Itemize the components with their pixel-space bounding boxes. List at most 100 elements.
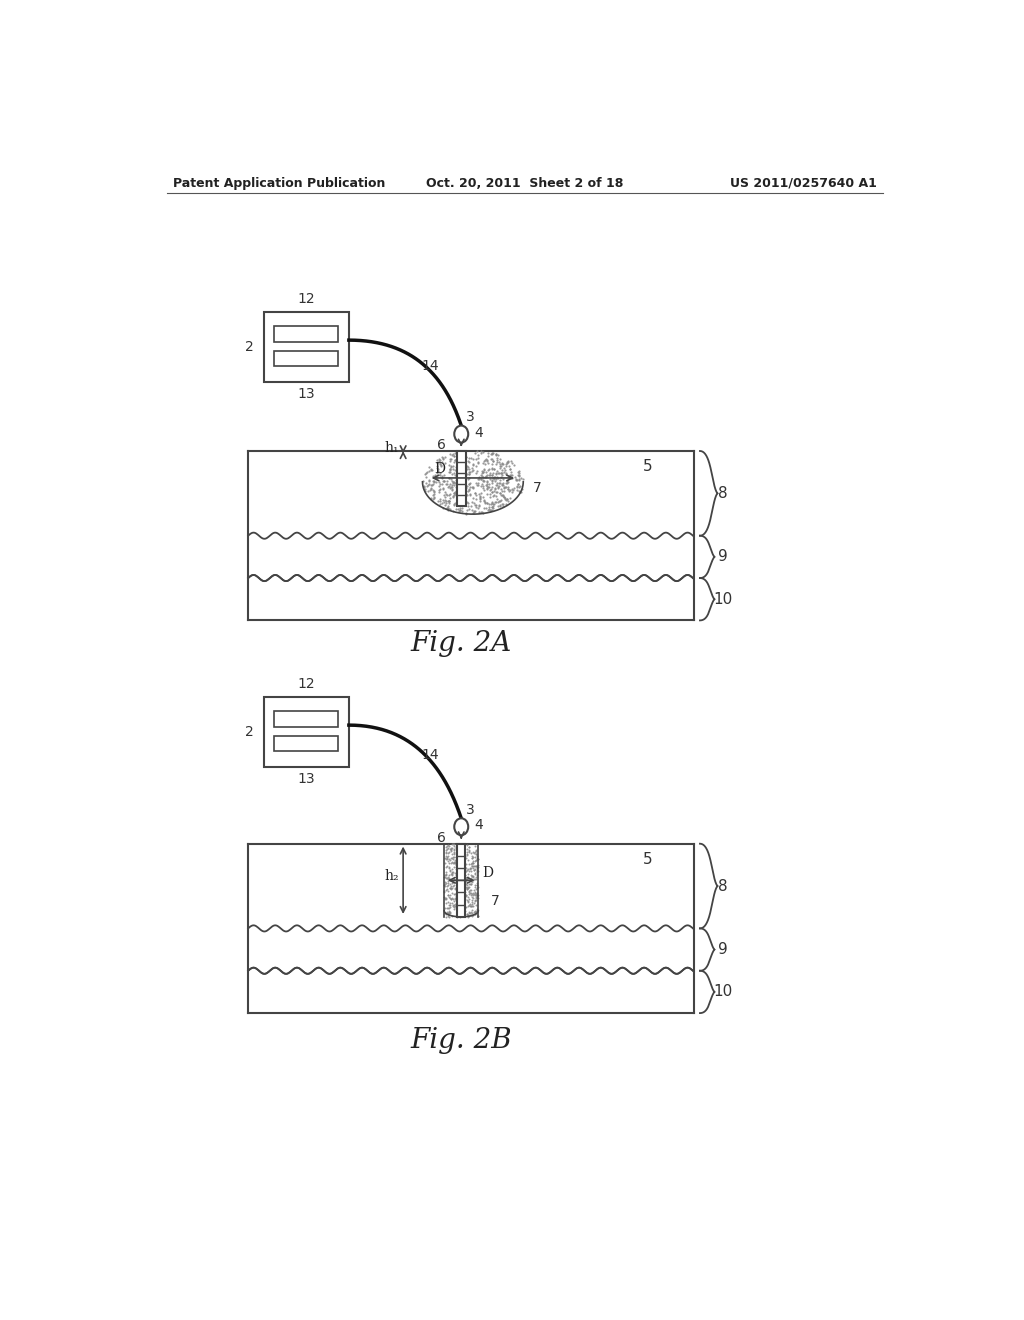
Point [430,459,446,480]
Point [465,884,481,906]
Point [487,480,504,502]
Point [449,892,465,913]
Point [450,459,466,480]
Point [467,442,483,463]
Point [437,865,454,886]
Point [433,466,450,487]
Point [440,898,457,919]
Point [431,449,447,470]
Point [440,867,457,888]
Point [459,484,475,506]
Point [441,487,458,508]
Point [416,475,432,496]
Point [499,488,515,510]
Point [455,845,471,866]
Point [447,878,464,899]
Point [461,463,477,484]
Point [478,483,495,504]
Point [437,488,454,510]
Point [443,888,460,909]
Point [452,891,468,912]
Point [434,451,451,473]
Point [457,896,473,917]
Text: 10: 10 [714,985,733,999]
Point [468,887,484,908]
Point [464,499,480,520]
Point [433,446,450,467]
Point [439,892,456,913]
Point [440,498,457,519]
Point [449,842,465,863]
Point [451,871,467,892]
Point [441,861,458,882]
Point [455,842,471,863]
Text: 3: 3 [466,803,475,817]
Point [490,492,507,513]
Point [462,873,478,894]
Point [474,478,490,499]
Point [493,462,509,483]
Point [432,478,449,499]
Point [460,891,476,912]
Point [457,492,473,513]
Point [460,858,476,879]
Point [454,445,470,466]
Point [440,495,457,516]
Point [465,851,481,873]
Point [488,466,505,487]
Point [467,849,483,870]
Point [447,853,464,874]
Point [502,487,518,508]
Point [456,486,472,507]
Point [419,475,435,496]
Point [438,879,455,900]
Point [440,491,457,512]
Point [455,846,471,867]
Point [451,896,467,917]
Point [445,891,462,912]
Point [441,838,458,859]
Point [460,904,476,925]
Point [447,444,464,465]
Point [492,470,508,491]
Point [467,903,483,924]
Point [477,491,494,512]
Point [447,855,464,876]
Point [465,850,481,871]
Point [436,888,453,909]
Point [466,842,482,863]
Point [439,847,456,869]
Text: 13: 13 [297,772,315,785]
Point [494,484,510,506]
Point [446,887,463,908]
Point [438,849,455,870]
Point [442,888,459,909]
Point [459,500,475,521]
Point [452,891,468,912]
Point [488,482,505,503]
Point [509,474,525,495]
Point [466,859,482,880]
Point [464,891,480,912]
Point [466,902,482,923]
Point [471,491,487,512]
Point [452,461,468,482]
Point [451,849,467,870]
Point [446,482,463,503]
Point [452,869,468,890]
Point [450,449,466,470]
Text: 7: 7 [490,895,500,908]
Point [445,842,462,863]
Point [473,502,489,523]
Point [458,876,474,898]
Point [484,494,501,515]
Point [432,454,449,475]
Text: 12: 12 [297,292,315,305]
Point [462,895,478,916]
Point [462,895,478,916]
Point [456,840,472,861]
Point [486,466,503,487]
Point [461,479,477,500]
Point [447,882,464,903]
Point [435,470,452,491]
